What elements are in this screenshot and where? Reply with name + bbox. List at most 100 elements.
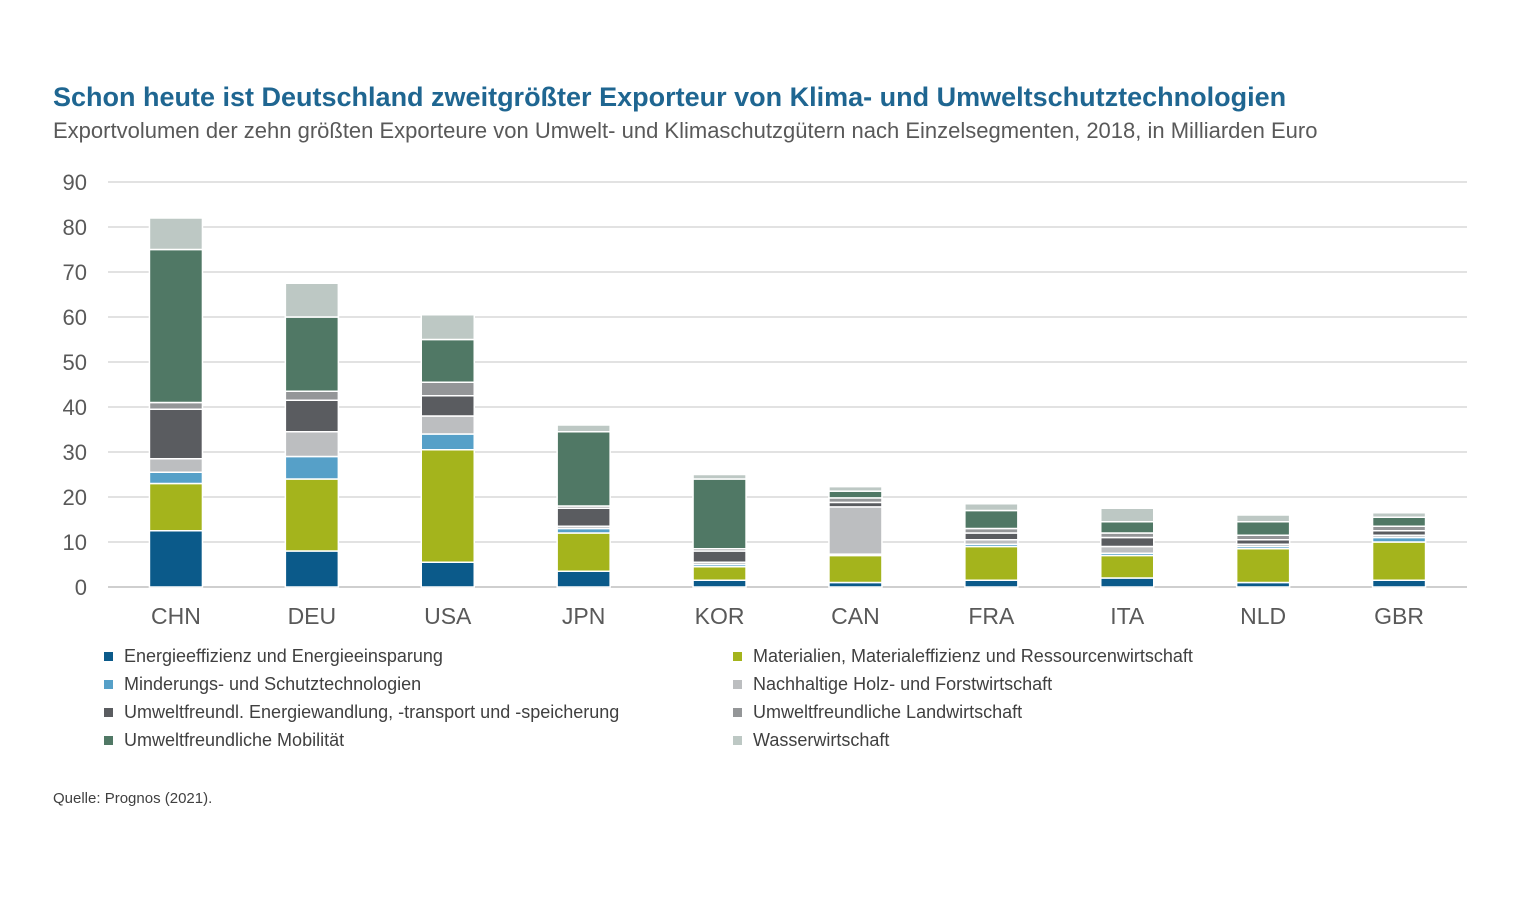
bar-usa-segment-2	[420, 433, 475, 451]
bar-chn-segment-1	[148, 482, 204, 532]
legend-label: Materialien, Materialeffizienz und Resso…	[753, 646, 1193, 666]
legend-item: Umweltfreundliche Landwirtschaft	[733, 702, 1333, 723]
legend-swatch	[104, 708, 113, 717]
x-tick-label: USA	[424, 603, 472, 629]
bar-chn-segment-4	[148, 408, 204, 460]
bar-deu-segment-1	[284, 478, 340, 552]
bar-deu-segment-3	[284, 431, 340, 458]
bar-usa-segment-0	[420, 561, 475, 588]
legend-swatch	[104, 736, 113, 745]
legend-item: Minderungs- und Schutztechnologien	[104, 674, 733, 695]
legend-label: Minderungs- und Schutztechnologien	[124, 674, 422, 694]
legend-label: Umweltfreundliche Landwirtschaft	[753, 702, 1023, 722]
legend-swatch	[733, 736, 742, 745]
bar-nld-segment-6	[1235, 521, 1291, 536]
bar-jpn-segment-7	[556, 424, 611, 433]
bar-fra-segment-4	[964, 532, 1019, 541]
bar-kor-segment-1	[692, 566, 747, 581]
bar-jpn-segment-1	[556, 532, 611, 572]
x-tick-label: CAN	[831, 603, 880, 629]
bar-usa-segment-7	[420, 314, 475, 341]
bar-can-segment-7	[828, 485, 883, 492]
legend-swatch	[104, 652, 113, 661]
legend-label: Nachhaltige Holz- und Forstwirtschaft	[753, 674, 1053, 694]
bar-gbr-segment-0	[1371, 579, 1427, 588]
x-tick-label: KOR	[695, 603, 745, 629]
bar-ita-segment-7	[1100, 507, 1155, 523]
bar-chn-segment-2	[148, 471, 204, 485]
bar-usa-segment-4	[420, 395, 475, 417]
x-tick-label: DEU	[288, 603, 337, 629]
bar-chn-segment-3	[148, 458, 204, 473]
legend-item: Energieeffizienz und Energieeinsparung	[104, 646, 733, 667]
bar-chn-segment-5	[148, 401, 204, 410]
legend-item: Materialien, Materialeffizienz und Resso…	[733, 646, 1333, 667]
source-note: Quelle: Prognos (2021).	[53, 790, 213, 807]
legend-swatch	[733, 708, 742, 717]
bar-chn-segment-6	[148, 248, 204, 404]
bar-chn-segment-7	[148, 217, 204, 251]
bar-deu-segment-4	[284, 399, 340, 433]
y-tick-label: 80	[63, 215, 87, 240]
bar-deu-segment-6	[284, 316, 340, 392]
stacked-bar-chart: 0 10 20 30 40 50 60 70 80 90 CHN DEU USA JPN KOR CAN FRA…	[63, 170, 1467, 629]
bar-kor-segment-4	[692, 550, 747, 563]
bar-jpn-segment-4	[556, 507, 611, 527]
bar-can-segment-3	[828, 506, 883, 555]
legend-label: Energieeffizienz und Energieeinsparung	[124, 646, 443, 666]
bar-usa-segment-6	[420, 338, 475, 383]
x-tick-label: JPN	[562, 603, 605, 629]
bar-fra-segment-7	[964, 503, 1019, 512]
bar-kor-segment-6	[692, 478, 747, 550]
chart-title: Schon heute ist Deutschland zweitgrößter…	[53, 82, 1287, 112]
legend-label: Umweltfreundl. Energiewandlung, -transpo…	[124, 702, 620, 722]
x-tick-label: ITA	[1110, 603, 1145, 629]
chart-subtitle: Exportvolumen der zehn größten Exporteur…	[53, 118, 1318, 143]
bar-fra-segment-1	[964, 545, 1019, 581]
bar-fra-segment-6	[964, 509, 1019, 530]
bar-usa-segment-3	[420, 415, 475, 435]
bar-gbr-segment-1	[1371, 541, 1427, 581]
bar-nld-segment-1	[1235, 548, 1291, 584]
bar-deu-segment-0	[284, 550, 340, 588]
x-tick-label: CHN	[151, 603, 201, 629]
legend-label: Umweltfreundliche Mobilität	[124, 730, 345, 750]
bar-ita-segment-1	[1100, 554, 1155, 579]
chart-legend: Energieeffizienz und Energieeinsparung Ma…	[104, 646, 1333, 751]
bar-jpn-segment-0	[556, 570, 611, 588]
bar-deu-segment-5	[284, 390, 340, 401]
bar-deu-segment-2	[284, 455, 340, 480]
bar-gbr-segment-6	[1371, 516, 1427, 527]
legend-swatch	[733, 652, 742, 661]
bar-deu-segment-7	[284, 282, 340, 318]
y-tick-label: 70	[63, 260, 87, 285]
bar-gbr-segment-7	[1371, 512, 1427, 518]
y-tick-label: 20	[63, 485, 87, 510]
bar-ita-segment-0	[1100, 577, 1155, 588]
y-tick-label: 0	[75, 575, 87, 600]
bar-usa-segment-5	[420, 381, 475, 397]
bar-usa-segment-1	[420, 449, 475, 563]
legend-item: Umweltfreundl. Energiewandlung, -transpo…	[104, 702, 733, 723]
y-tick-label: 10	[63, 530, 87, 555]
legend-item: Wasserwirtschaft	[733, 730, 1333, 751]
y-tick-label: 60	[63, 305, 87, 330]
y-tick-label: 30	[63, 440, 87, 465]
x-tick-label: FRA	[968, 603, 1015, 629]
bar-jpn-segment-6	[556, 431, 611, 507]
y-tick-label: 40	[63, 395, 87, 420]
bar-ita-segment-6	[1100, 521, 1155, 534]
legend-label: Wasserwirtschaft	[753, 730, 890, 750]
legend-swatch	[104, 680, 113, 689]
y-tick-label: 50	[63, 350, 87, 375]
bar-ita-segment-3	[1100, 545, 1155, 554]
bar-nld-segment-7	[1235, 514, 1291, 523]
bar-chn-segment-0	[148, 530, 204, 588]
bar-can-segment-6	[828, 490, 883, 499]
legend-swatch	[733, 680, 742, 689]
bar-ita-segment-4	[1100, 536, 1155, 548]
bar-kor-segment-0	[692, 579, 747, 588]
bar-can-segment-1	[828, 554, 883, 584]
x-tick-label: GBR	[1374, 603, 1424, 629]
x-tick-label: NLD	[1240, 603, 1286, 629]
